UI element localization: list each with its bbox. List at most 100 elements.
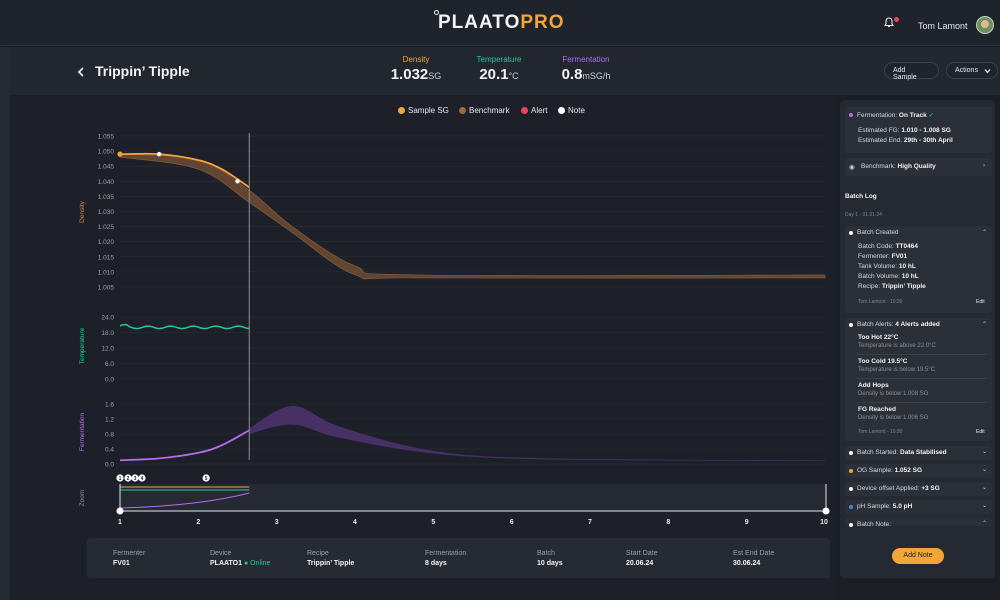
legend-alert[interactable]: Alert: [521, 106, 547, 115]
user-name[interactable]: Tom Lamont: [918, 21, 968, 31]
add-note-button[interactable]: Add Note: [892, 548, 944, 564]
created-detail-line: Batch Volume: 10 hL: [858, 273, 919, 280]
fermentation-status: Fermentation: On Track ✓: [857, 111, 934, 119]
legend-note[interactable]: Note: [558, 106, 585, 115]
alert-title[interactable]: Too Cold 19.5°C: [858, 358, 908, 365]
log-dot: [849, 323, 853, 327]
benchmark-row: Benchmark: High Quality: [861, 163, 936, 170]
y-tick-label: 24.0: [101, 315, 114, 322]
chevron-right-icon[interactable]: ›: [983, 163, 985, 169]
metric-value: 20.1: [479, 66, 509, 83]
alert-title[interactable]: FG Reached: [858, 406, 896, 413]
chevron-up-icon[interactable]: ⌃: [982, 322, 988, 328]
y-tick-label: 0.0: [105, 462, 114, 469]
log-event-row[interactable]: [845, 446, 992, 460]
legend-label: Alert: [531, 106, 548, 115]
est-fg-label: Estimated FG:: [858, 127, 902, 134]
detail-value: Trippin’ Tipple: [881, 283, 926, 290]
log-dot: [849, 451, 853, 455]
est-fg-value: 1.010 - 1.008 SG: [901, 127, 951, 134]
notification-bell-icon[interactable]: [884, 17, 894, 28]
event-label: pH Sample:: [857, 503, 893, 510]
detail-key: Tank Volume:: [858, 263, 899, 270]
benchmark-band-density: [119, 153, 826, 280]
actions-button[interactable]: Actions: [946, 62, 998, 79]
alert-description: Temperature is above 22.0°C: [858, 343, 936, 349]
check-icon: ✓: [928, 112, 935, 119]
chevron-down-icon[interactable]: ⌄: [982, 485, 988, 491]
info-value-text: 8 days: [425, 560, 447, 567]
note-marker: [235, 179, 240, 184]
y-tick-label: 1.005: [98, 284, 115, 291]
chevron-down-icon[interactable]: ⌄: [982, 503, 988, 509]
info-value-text: FV01: [113, 560, 130, 567]
log-dot: [849, 469, 853, 473]
batch-header: [10, 47, 1000, 95]
zoom-fermentation-line: [119, 492, 250, 509]
avatar[interactable]: [976, 16, 994, 34]
event-marker: [138, 474, 146, 482]
detail-value: 10 hL: [898, 263, 916, 270]
legend-benchmark[interactable]: Benchmark: [459, 106, 509, 115]
temperature-line: [119, 323, 250, 330]
info-value: Trippin’ Tipple: [307, 560, 354, 567]
event-label: Batch Started:: [857, 449, 900, 456]
legend-sample-sg[interactable]: Sample SG: [398, 106, 449, 115]
log-event-row[interactable]: [845, 500, 992, 514]
chart-series: [117, 133, 250, 462]
edit-link[interactable]: Edit: [976, 299, 985, 305]
info-value-text: 20.06.24: [626, 560, 654, 567]
info-value: 20.06.24: [626, 560, 653, 567]
log-dot: [849, 487, 853, 491]
edit-link[interactable]: Edit: [976, 429, 985, 435]
metric-fermentation: Fermentation 0.8mSG/h: [555, 55, 617, 83]
log-event-row[interactable]: [845, 482, 992, 496]
event-marker: [131, 474, 139, 482]
alert-title[interactable]: Add Hops: [858, 382, 889, 389]
log-dot: [849, 505, 853, 509]
chevron-up-icon[interactable]: ⌃: [982, 521, 988, 527]
logo-mark-icon: [434, 10, 439, 15]
fermentation-chart[interactable]: 1.055 1.050 1.045 1.040 1.035 1.030 1.025 1.020…: [0, 0, 836, 540]
log-event-row[interactable]: [845, 518, 992, 526]
created-detail-line: Recipe: Trippin’ Tipple: [858, 283, 926, 290]
log-event-row[interactable]: [845, 464, 992, 478]
add-sample-button[interactable]: Add Sample: [884, 62, 939, 81]
est-end-value: 29th - 30th April: [903, 137, 953, 144]
estimated-fg: Estimated FG: 1.010 - 1.008 SG: [858, 127, 951, 134]
event-label: Batch Note:: [857, 521, 891, 528]
x-tick-label: 6: [510, 519, 514, 526]
metric-value: 1.032: [390, 66, 429, 83]
zoom-track: [120, 484, 825, 511]
alert-description: Density is below 1.008 SG: [858, 391, 929, 397]
log-dot: [849, 523, 853, 527]
info-label: Est End Date: [733, 550, 775, 557]
actions-label: Actions: [955, 67, 978, 74]
x-tick-label: 3: [275, 519, 279, 526]
logo-text: PLAATO: [438, 12, 521, 33]
chart-ticks: 1.055 1.050 1.045 1.040 1.035 1.030 1.025 1.020…: [79, 134, 828, 526]
app-logo[interactable]: PLAATOPRO: [434, 10, 565, 34]
chevron-down-icon[interactable]: ⌄: [982, 449, 988, 455]
metric-value: 0.8: [561, 66, 583, 83]
metric-label: Density: [402, 55, 430, 64]
metric-label: Temperature: [476, 55, 522, 64]
detail-key: Recipe:: [858, 283, 882, 290]
alerts-title-label: Batch Alerts:: [857, 321, 896, 328]
chevron-down-icon[interactable]: ⌄: [982, 467, 988, 473]
event-value: 1.052 SG: [894, 467, 923, 474]
log-dot: [849, 231, 853, 235]
benchmark-card[interactable]: [845, 158, 992, 176]
day-label: Day 1 - 01.01.24: [845, 212, 882, 218]
event-marker-label: 5: [205, 476, 208, 482]
info-label: Start Date: [626, 550, 658, 557]
y-tick-label: 18.0: [101, 330, 114, 337]
alert-divider: [857, 402, 987, 403]
back-chevron-icon[interactable]: [77, 67, 85, 77]
chevron-up-icon[interactable]: ⌃: [982, 230, 988, 236]
y-axis-label: Density: [79, 200, 86, 222]
info-value: PLAATO1 ● Online: [210, 560, 270, 567]
y-tick-label: 1.6: [105, 402, 114, 409]
alert-title[interactable]: Too Hot 22°C: [858, 334, 899, 341]
